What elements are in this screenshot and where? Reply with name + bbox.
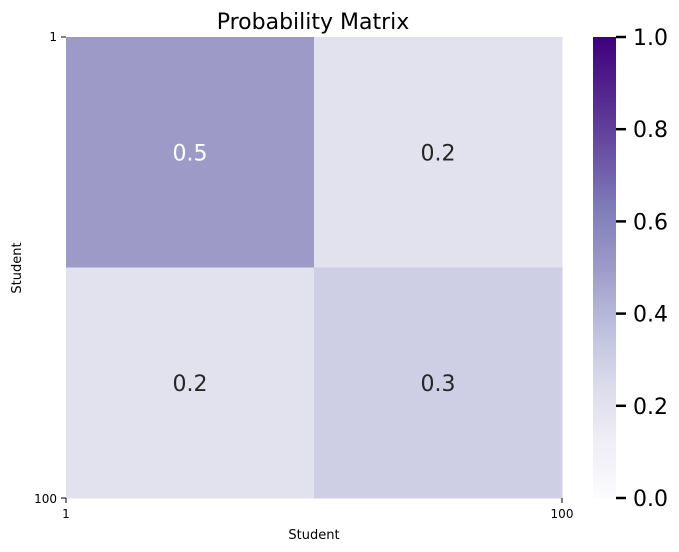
x-tick-label-last: 100 xyxy=(551,507,574,521)
y-axis: 1 100 Student xyxy=(10,30,66,506)
colorbar: 0.0 0.2 0.4 0.6 0.8 1.0 xyxy=(593,26,668,512)
colorbar-ticks: 0.0 0.2 0.4 0.6 0.8 1.0 xyxy=(616,26,668,512)
chart-title: Probability Matrix xyxy=(217,10,410,35)
heatmap-cell-r0-c1 xyxy=(314,37,563,268)
y-tick-label-last: 100 xyxy=(34,492,57,506)
colorbar-tick-label-4: 0.8 xyxy=(633,118,668,143)
heatmap-cell-labels: 0.5 0.2 0.2 0.3 xyxy=(173,141,456,397)
heatmap-cell-r0-c0 xyxy=(66,37,315,268)
x-axis: 1 100 Student xyxy=(62,498,573,543)
x-axis-label: Student xyxy=(288,528,339,543)
cell-value-label-r1-c0: 0.2 xyxy=(173,372,208,397)
colorbar-gradient xyxy=(593,37,616,498)
x-tick-label-first: 1 xyxy=(62,507,70,521)
heatmap-cell-r1-c0 xyxy=(66,267,315,499)
y-tick-label-first: 1 xyxy=(49,30,57,44)
colorbar-tick-label-3: 0.6 xyxy=(633,210,668,235)
heatmap-cells xyxy=(66,37,563,499)
colorbar-tick-label-2: 0.4 xyxy=(633,303,668,328)
y-axis-label: Student xyxy=(10,242,25,293)
heatmap-cell-r1-c1 xyxy=(314,267,563,499)
cell-value-label-r1-c1: 0.3 xyxy=(421,372,456,397)
cell-value-label-r0-c0: 0.5 xyxy=(173,141,208,166)
colorbar-tick-label-5: 1.0 xyxy=(633,26,668,51)
colorbar-tick-label-0: 0.0 xyxy=(633,487,668,512)
colorbar-tick-label-1: 0.2 xyxy=(633,395,668,420)
cell-value-label-r0-c1: 0.2 xyxy=(421,141,456,166)
